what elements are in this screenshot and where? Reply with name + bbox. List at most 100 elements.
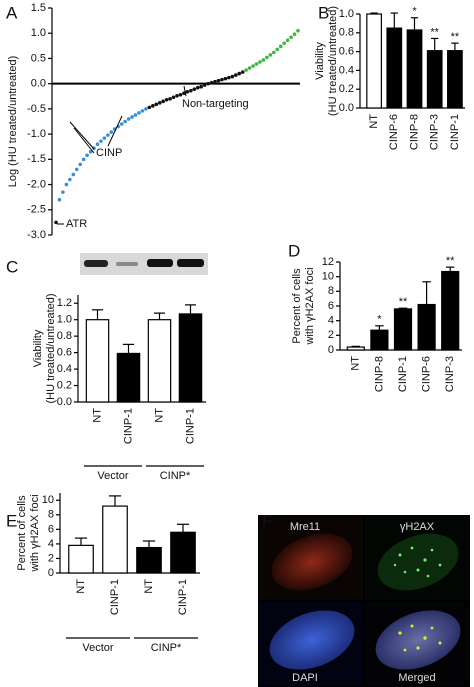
image-label: Mre11 [290, 521, 320, 533]
y-tick-label: 0.0 [31, 78, 46, 90]
y-tick-label: 2 [48, 552, 54, 564]
point [106, 133, 110, 137]
point [223, 76, 228, 81]
point [275, 47, 280, 52]
point [296, 28, 300, 33]
annotation-line [183, 85, 187, 97]
point [95, 142, 100, 146]
significance: ** [399, 296, 408, 308]
y-axis-label: Log (HU treated/untreated) [7, 56, 19, 187]
y-tick-label: 6 [48, 523, 54, 535]
x-tick-label: CINP-3 [444, 356, 456, 392]
group-label: Vector [82, 642, 114, 654]
point [123, 119, 127, 124]
y-axis-label: (HU treated/untreated) [327, 6, 339, 116]
y-tick-label: 4 [48, 538, 54, 550]
y-axis-label: with γH2AX foci [304, 267, 316, 345]
y-tick-label: -3.0 [27, 229, 46, 241]
bar [102, 505, 128, 574]
group-label: CINP* [160, 470, 191, 482]
annotation: Non-targeting [182, 98, 249, 110]
point [244, 68, 248, 72]
point [102, 136, 107, 140]
y-tick-label: 0.8 [339, 27, 354, 39]
y-axis-label: (HU treated/untreated) [45, 293, 57, 403]
y-tick-label: 4 [328, 315, 334, 327]
bar [147, 319, 172, 403]
point [265, 55, 269, 60]
point [144, 107, 148, 111]
point [71, 172, 76, 177]
point [78, 162, 82, 167]
x-tick-label: CINP-1 [122, 408, 134, 444]
bar [441, 270, 460, 351]
significance: ** [430, 26, 439, 38]
y-tick-label: -2.0 [27, 178, 46, 190]
point [151, 104, 155, 108]
point [282, 41, 286, 46]
bar [406, 29, 423, 109]
point [192, 87, 197, 92]
bar [370, 329, 389, 351]
point [278, 44, 283, 49]
significance: ** [446, 255, 455, 267]
x-tick-label: CINP-1 [109, 579, 121, 615]
y-tick-label: 0.5 [31, 52, 46, 64]
point [81, 157, 86, 162]
y-tick-label: 0.0 [57, 396, 72, 408]
panel-letter: C [6, 257, 18, 276]
y-axis-label: Viability [314, 42, 326, 80]
point [216, 78, 221, 83]
point [258, 60, 262, 64]
panel-letter: A [6, 3, 18, 22]
bar [136, 546, 162, 574]
significance: ** [451, 31, 460, 43]
y-tick-label: 8 [48, 509, 54, 521]
y-tick-label: 0.8 [57, 330, 72, 342]
point [175, 93, 179, 98]
annotation: ATR [66, 218, 87, 230]
image-label: Merged [398, 672, 435, 684]
y-tick-label: 1.5 [31, 2, 46, 14]
x-tick-label: NT [91, 408, 103, 423]
group-label: CINP* [151, 642, 182, 654]
bar [426, 50, 443, 109]
annotation-line [73, 127, 95, 154]
significance: * [412, 6, 417, 18]
bar [178, 313, 203, 403]
point [140, 109, 145, 113]
point [230, 74, 235, 79]
group-label: Vector [97, 470, 129, 482]
panel-letter: E [6, 511, 17, 530]
y-tick-label: 0.4 [57, 363, 72, 375]
bar [447, 50, 463, 109]
x-tick-label: NT [75, 579, 87, 594]
point [88, 149, 93, 154]
point [157, 101, 162, 105]
point [171, 95, 176, 100]
bar [366, 13, 382, 109]
point [119, 122, 124, 126]
point [233, 73, 238, 77]
x-tick-label: NT [350, 356, 362, 371]
x-tick-label: CINP-8 [408, 114, 420, 150]
y-tick-label: 1.0 [31, 27, 46, 39]
y-tick-label: 0 [48, 567, 54, 579]
bar [116, 352, 141, 403]
image-label: DAPI [292, 672, 318, 684]
significance: * [377, 314, 382, 326]
point [54, 220, 58, 225]
bar [417, 303, 436, 351]
bar [170, 531, 196, 574]
y-tick-label: 0.2 [57, 379, 72, 391]
point [85, 153, 89, 158]
bar [393, 308, 413, 351]
point [161, 99, 165, 104]
y-tick-label: 1.0 [339, 8, 354, 20]
point [261, 58, 266, 62]
point [237, 71, 242, 76]
point [126, 117, 131, 121]
point [292, 32, 297, 37]
bar [346, 346, 365, 351]
point [240, 70, 245, 74]
